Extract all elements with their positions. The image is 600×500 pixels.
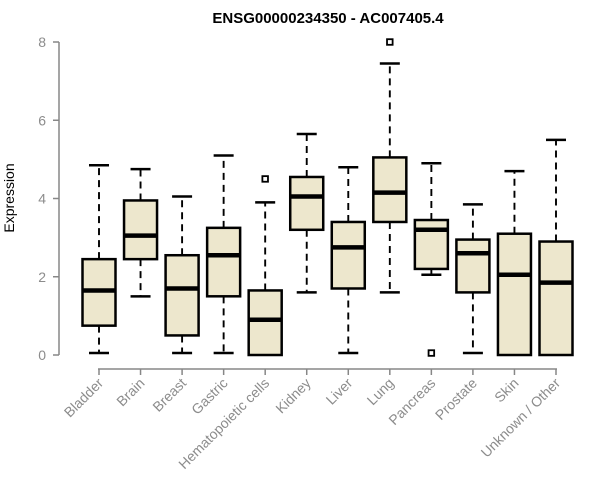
x-category-label-lung: Lung [364, 375, 397, 408]
iqr-box [205, 226, 242, 298]
iqr-box [122, 199, 159, 261]
y-axis: 0 2 4 6 8 [38, 34, 60, 363]
x-category-label-prostate: Prostate [432, 375, 480, 423]
box-kidney [288, 132, 325, 294]
iqr-box [496, 232, 533, 357]
iqr-box [164, 253, 200, 337]
x-category-label-bladder: Bladder [61, 375, 107, 421]
box-gastric [205, 154, 242, 355]
box-unknown-other [538, 138, 574, 357]
box-hematopoietic-cells [247, 175, 283, 357]
box-brain [122, 167, 159, 298]
box-breast [164, 195, 200, 355]
iqr-box [538, 240, 574, 357]
iqr-box [372, 156, 408, 224]
iqr-box [288, 175, 325, 232]
box-prostate [455, 203, 491, 355]
y-tick-label: 0 [38, 347, 46, 363]
iqr-box [247, 289, 283, 357]
chart-title: ENSG00000234350 - AC007405.4 [212, 10, 444, 27]
x-category-label-liver: Liver [323, 375, 356, 408]
x-category-label-unknown-other: Unknown / Other [478, 375, 564, 461]
y-tick-label: 2 [38, 269, 46, 285]
x-category-label-kidney: Kidney [272, 375, 314, 417]
outlier-point [427, 349, 436, 357]
y-tick-label: 6 [38, 112, 46, 128]
x-category-label-breast: Breast [149, 375, 189, 415]
y-tick-label: 8 [38, 34, 46, 50]
iqr-box [330, 220, 367, 290]
x-category-label-skin: Skin [491, 375, 522, 406]
box-pancreas [413, 162, 450, 357]
box-liver [330, 165, 367, 355]
box-lung [372, 38, 408, 294]
y-tick-label: 4 [38, 191, 46, 207]
box-skin [496, 169, 533, 357]
iqr-box [413, 218, 450, 271]
boxplot-series [81, 38, 574, 357]
outlier-point [261, 175, 269, 183]
iqr-box [455, 238, 491, 294]
outlier-point [386, 38, 394, 46]
box-bladder [81, 163, 117, 355]
x-category-label-brain: Brain [113, 375, 147, 409]
y-axis-label: Expression [1, 163, 17, 232]
